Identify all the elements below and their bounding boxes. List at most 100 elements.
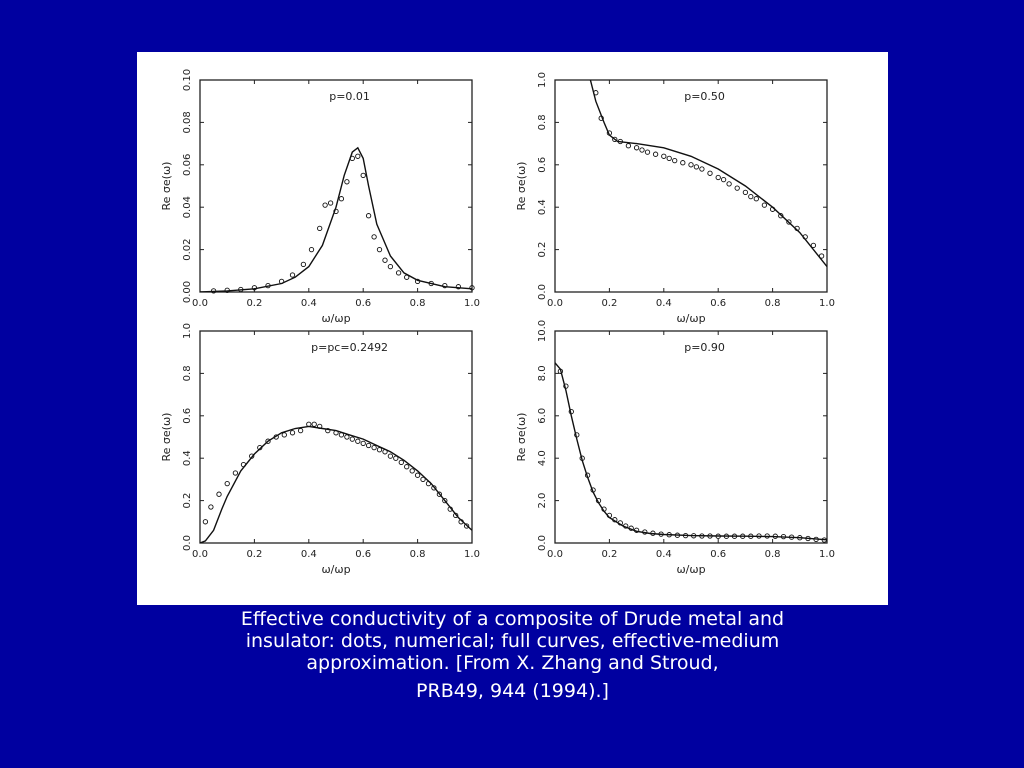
data-point [447, 506, 453, 512]
caption-line-3: approximation. [From X. Zhang and Stroud… [306, 652, 719, 674]
theory-curve [200, 425, 472, 543]
data-point [720, 176, 727, 183]
y-axis-label: Re σe(ω) [515, 413, 528, 462]
y-tick-label: 0.08 [182, 111, 193, 133]
data-point [349, 436, 355, 442]
data-point [753, 196, 759, 202]
plot-frame [554, 79, 828, 293]
data-point [707, 170, 713, 176]
y-axis-label: Re σe(ω) [160, 413, 173, 462]
data-point [325, 427, 331, 434]
data-point [584, 472, 591, 478]
data-point [772, 533, 778, 539]
x-tick-label: 0.6 [710, 549, 726, 560]
data-point [273, 434, 279, 440]
data-point [699, 166, 705, 172]
data-point [557, 368, 564, 374]
x-tick-label: 0.8 [765, 298, 781, 309]
data-point [300, 261, 307, 268]
data-point [563, 383, 569, 389]
data-point [257, 444, 263, 451]
plot-frame [199, 330, 473, 544]
data-point [333, 208, 339, 215]
data-point [297, 427, 304, 434]
y-tick-label: 0.6 [182, 408, 193, 424]
y-tick-label: 0.04 [182, 196, 193, 218]
data-point [794, 225, 800, 232]
data-point [628, 525, 634, 531]
data-point [360, 440, 366, 447]
data-point [208, 504, 214, 510]
caption-line-2: insulator: dots, numerical; full curves,… [245, 630, 780, 652]
data-point [617, 138, 623, 145]
x-tick-label: 0.0 [192, 298, 208, 309]
data-point [317, 423, 323, 430]
data-point [393, 455, 399, 461]
data-point [409, 468, 415, 474]
y-tick-label: 0.0 [537, 535, 548, 551]
y-tick-label: 0.00 [182, 281, 193, 303]
panel-annotation: p=0.50 [684, 90, 725, 103]
y-tick-label: 8.0 [537, 365, 548, 381]
y-tick-label: 0.02 [182, 238, 193, 260]
data-point [251, 285, 258, 291]
x-tick-label: 0.2 [601, 298, 617, 309]
data-point [612, 136, 618, 143]
data-point [210, 288, 217, 294]
y-tick-label: 0.6 [537, 157, 548, 173]
y-tick-label: 0.4 [182, 450, 193, 466]
data-point [344, 434, 350, 440]
data-point [666, 155, 672, 162]
data-point [327, 200, 334, 206]
data-point [436, 491, 443, 497]
data-point [428, 280, 434, 287]
x-tick-label: 0.4 [301, 298, 317, 309]
data-point [590, 487, 596, 493]
data-point [598, 115, 604, 121]
x-tick-label: 0.2 [246, 549, 262, 560]
x-tick-label: 0.6 [355, 549, 371, 560]
x-tick-label: 0.0 [547, 549, 563, 560]
data-point [425, 480, 432, 487]
y-tick-label: 4.0 [537, 450, 548, 466]
data-point [355, 153, 361, 159]
data-point [658, 531, 664, 537]
theory-curve [200, 146, 472, 292]
plot-frame [554, 330, 828, 544]
data-point [371, 444, 377, 451]
data-point [726, 181, 732, 187]
data-point [344, 179, 350, 185]
panel-annotation: p=0.01 [329, 90, 370, 103]
data-point [764, 533, 770, 539]
data-point [289, 272, 296, 278]
theory-curve [555, 362, 827, 541]
data-point [666, 532, 672, 538]
x-axis-label: ω/ωp [321, 563, 350, 576]
data-point [731, 533, 738, 539]
data-point [756, 533, 762, 539]
x-tick-label: 0.8 [410, 298, 426, 309]
y-tick-label: 10.0 [537, 320, 548, 342]
data-point [404, 464, 410, 470]
data-point [355, 438, 361, 444]
data-point [387, 453, 394, 459]
data-point [442, 282, 448, 289]
data-point [715, 533, 721, 539]
data-point [748, 533, 754, 539]
data-point [574, 432, 580, 438]
y-tick-label: 1.0 [537, 72, 548, 88]
y-tick-label: 0.2 [537, 242, 548, 258]
x-tick-label: 1.0 [464, 298, 480, 309]
x-tick-label: 1.0 [819, 298, 835, 309]
data-point [398, 459, 404, 466]
data-point [469, 285, 475, 291]
figure-svg: 0.0 0.2 0.4 0.6 0.8 1.0 0.00 0.02 0.04 0.06 0.08 0.… [160, 69, 835, 576]
data-point [240, 461, 247, 468]
data-point [387, 263, 394, 270]
data-point [699, 533, 705, 539]
data-point [688, 162, 694, 168]
y-tick-label: 6.0 [537, 408, 548, 424]
data-point [633, 527, 640, 533]
data-point [338, 196, 345, 202]
data-point [365, 442, 372, 449]
